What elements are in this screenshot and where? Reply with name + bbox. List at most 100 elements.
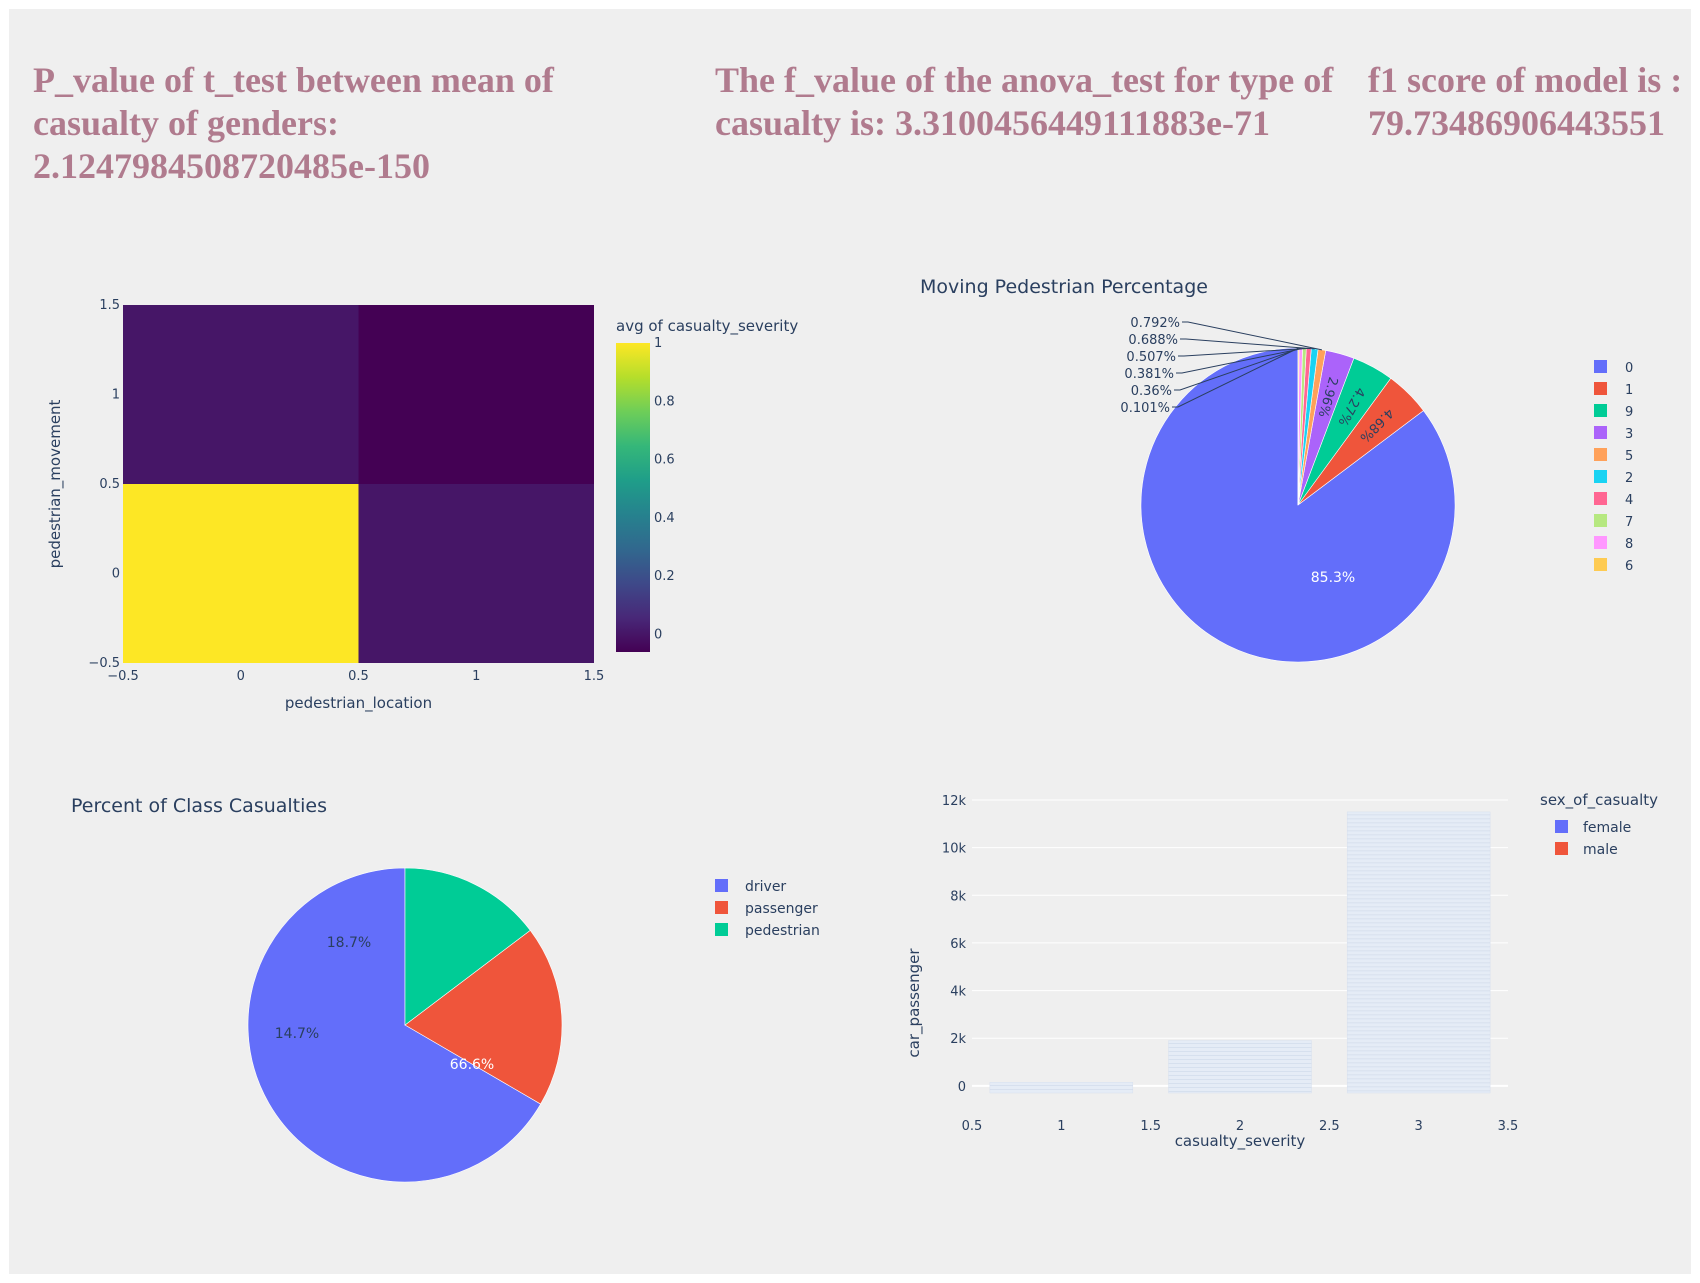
x-tick-label: 0 — [237, 669, 245, 684]
legend-label: 9 — [1625, 405, 1633, 420]
legend-swatch — [1594, 404, 1607, 417]
x-tick-label: 0.5 — [348, 669, 369, 684]
legend-label: 6 — [1625, 559, 1633, 574]
leader-line — [1176, 347, 1305, 374]
x-tick-label: 1 — [1057, 1119, 1065, 1134]
leader-line — [1178, 347, 1309, 357]
legend-swatch — [1555, 820, 1568, 833]
legend-label: pedestrian — [745, 923, 820, 939]
legend-label: 0 — [1625, 361, 1633, 376]
x-tick-label: 0.5 — [962, 1119, 983, 1134]
x-tick-label: 1.5 — [1140, 1119, 1161, 1134]
pie-slice — [1140, 347, 1456, 663]
colorbar-tick-label: 0.6 — [654, 453, 675, 468]
legend-swatch — [715, 923, 728, 936]
y-tick-label: 2k — [950, 1032, 966, 1047]
legend-swatch — [1594, 448, 1607, 461]
y-tick-label: 0 — [112, 567, 120, 582]
legend-label: 5 — [1625, 449, 1633, 464]
chart-title: Moving Pedestrian Percentage — [920, 276, 1208, 298]
f1-score-text: f1 score of model is : 79.73486906443551 — [1368, 60, 1683, 143]
y-tick-label: 0.5 — [99, 477, 120, 492]
y-tick-label: 6k — [950, 937, 966, 952]
legend-swatch — [1594, 558, 1607, 571]
slice-label: 0.381% — [1124, 367, 1174, 382]
slice-label: 18.7% — [327, 935, 371, 951]
y-tick-label: −0.5 — [88, 656, 120, 671]
x-tick-label: 1 — [472, 669, 480, 684]
colorbar-tick-label: 0.4 — [654, 511, 675, 526]
legend-label: 8 — [1625, 537, 1633, 552]
x-tick-label: 3 — [1415, 1119, 1423, 1134]
legend-label: 7 — [1625, 515, 1633, 530]
heatmap-cell — [123, 484, 359, 663]
colorbar-tick-label: 0 — [654, 628, 662, 643]
leader-line — [1174, 347, 1301, 391]
ttest-result-text: P_value of t_test between mean of casual… — [33, 60, 554, 186]
heatmap-chart: −0.5 0 0.5 1 1.5 −0.5 0 0.5 1 1.5 pedestrian_locat… — [46, 298, 798, 713]
legend-swatch — [1594, 536, 1607, 549]
heatmap-cell — [358, 484, 594, 663]
legend-title: sex_of_casualty — [1540, 791, 1658, 810]
casualty-severity-bar-chart: 0 2k 4k 6k 8k 10k 12k 0.5 1 1.5 2 2.5 3 3.5 casualty_s… — [905, 791, 1658, 1151]
x-tick-label: −0.5 — [107, 669, 139, 684]
legend-label: 2 — [1625, 471, 1633, 486]
y-tick-label: 4k — [950, 985, 966, 1000]
x-tick-label: 3.5 — [1498, 1119, 1519, 1134]
slice-label: 85.3% — [1311, 570, 1355, 586]
legend-swatch — [1555, 842, 1568, 855]
slice-label: 66.6% — [450, 1057, 494, 1073]
colorbar-tick-label: 0.2 — [654, 569, 675, 584]
y-tick-label: 0 — [958, 1080, 966, 1095]
slice-label: 0.688% — [1128, 333, 1178, 348]
slice-label: 0.101% — [1120, 401, 1170, 416]
legend-label: driver — [745, 879, 786, 895]
legend-swatch — [1594, 426, 1607, 439]
slice-label: 14.7% — [275, 1026, 319, 1042]
pie-slice — [404, 929, 563, 1105]
leader-line — [1182, 321, 1322, 351]
leader-line — [1172, 347, 1299, 408]
colorbar-tick-label: 1 — [654, 336, 662, 351]
legend-swatch — [1594, 360, 1607, 373]
colorbar — [616, 343, 650, 652]
x-tick-label: 2.5 — [1319, 1119, 1340, 1134]
class-casualties-pie-chart: Percent of Class Casualties 66.6% 18.7% 14.… — [71, 795, 820, 1183]
slice-label: 0.36% — [1131, 384, 1172, 399]
colorbar-title: avg of casualty_severity — [616, 317, 798, 336]
legend-label: female — [1583, 820, 1631, 836]
x-axis-title: casualty_severity — [1175, 1132, 1306, 1151]
x-tick-label: 2 — [1236, 1119, 1244, 1134]
legend-label: male — [1583, 842, 1618, 858]
slice-label: 0.792% — [1130, 316, 1180, 331]
legend-swatch — [715, 901, 728, 914]
legend-label: passenger — [745, 901, 818, 917]
y-tick-label: 8k — [950, 889, 966, 904]
bar — [1168, 1040, 1312, 1094]
anova-result-text: The f_value of the anova_test for type o… — [715, 60, 1334, 143]
legend-label: 1 — [1625, 383, 1633, 398]
bar — [989, 1082, 1134, 1094]
y-tick-label: 12k — [942, 794, 967, 809]
legend-label: 4 — [1625, 493, 1633, 508]
leader-line — [1180, 338, 1315, 350]
colorbar-tick-label: 0.8 — [654, 394, 675, 409]
slice-label: 0.507% — [1126, 350, 1176, 365]
pie-slice — [404, 867, 531, 1026]
y-tick-label: 1 — [112, 388, 120, 403]
heatmap-cell — [358, 305, 594, 484]
x-tick-label: 1.5 — [584, 669, 605, 684]
x-axis-title: pedestrian_location — [285, 694, 432, 713]
legend-swatch — [1594, 492, 1607, 505]
legend-label: 3 — [1625, 427, 1633, 442]
legend-swatch — [1594, 514, 1607, 527]
legend-swatch — [1594, 470, 1607, 483]
chart-title: Percent of Class Casualties — [71, 795, 327, 817]
legend-swatch — [1594, 382, 1607, 395]
y-tick-label: 10k — [942, 842, 967, 857]
y-tick-label: 1.5 — [99, 298, 120, 313]
y-axis-title: pedestrian_movement — [46, 399, 65, 568]
y-axis-title: car_passenger — [905, 948, 924, 1058]
legend-swatch — [715, 879, 728, 892]
pie-slice — [247, 867, 542, 1183]
